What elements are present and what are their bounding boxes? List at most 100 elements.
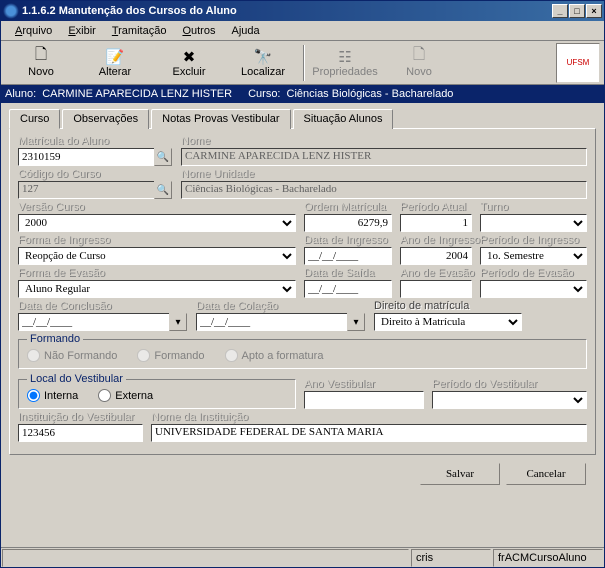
lbl-data-ingresso: Data de Ingresso	[304, 234, 392, 246]
tab-curso[interactable]: Curso	[9, 109, 60, 129]
turno-select[interactable]	[480, 214, 587, 232]
codigo-lookup-button[interactable]: 🔍	[154, 181, 172, 199]
app-window: 1.1.6.2 Manutenção dos Cursos do Aluno _…	[0, 0, 605, 568]
tab-situacao[interactable]: Situação Alunos	[293, 109, 394, 129]
lbl-periodo-vest: Período do Vestibular	[432, 378, 587, 390]
menu-ajuda[interactable]: Ajuda	[223, 23, 267, 39]
status-main	[2, 549, 409, 567]
content-area: Curso Observações Notas Provas Vestibula…	[1, 103, 604, 495]
versao-select[interactable]: 2000	[18, 214, 296, 232]
lbl-data-colacao: Data de Colação	[196, 300, 366, 312]
periodo-ingresso-select[interactable]: 1o. Semestre	[480, 247, 587, 265]
instituicao-vestibular-input[interactable]	[18, 424, 143, 442]
salvar-button[interactable]: Salvar	[420, 463, 500, 485]
lbl-nome-inst: Nome da Instituição	[151, 411, 587, 423]
window-title: 1.1.6.2 Manutenção dos Cursos do Aluno	[22, 5, 552, 17]
lbl-forma-ingresso: Forma de Ingresso	[18, 234, 296, 246]
radio-interna[interactable]: Interna	[27, 389, 78, 402]
tool-propriedades: ☷Propriedades	[309, 43, 381, 83]
titlebar: 1.1.6.2 Manutenção dos Cursos do Aluno _…	[1, 1, 604, 21]
lbl-periodo-atual: Período Atual	[400, 201, 472, 213]
data-saida-input[interactable]	[304, 280, 392, 298]
ordem-input[interactable]	[304, 214, 392, 232]
lbl-codigo: Código do Curso	[18, 168, 173, 180]
radio-formando[interactable]: Formando	[137, 349, 204, 362]
nome-readonly: CARMINE APARECIDA LENZ HISTER	[181, 148, 587, 166]
periodo-evasao-select[interactable]	[480, 280, 587, 298]
button-row: Salvar Cancelar	[9, 455, 596, 489]
info-strip: Aluno: CARMINE APARECIDA LENZ HISTER Cur…	[1, 85, 604, 103]
lbl-ano-evasao: Ano de Evasão	[400, 267, 472, 279]
edit-icon: 📝	[105, 48, 125, 66]
properties-icon: ☷	[335, 48, 355, 66]
tab-strip: Curso Observações Notas Provas Vestibula…	[9, 109, 596, 129]
toolbar: 🗋Novo 📝Alterar ✖Excluir 🔭Localizar ☷Prop…	[1, 41, 604, 85]
status-user: cris	[411, 549, 491, 567]
minimize-button[interactable]: _	[552, 4, 568, 18]
lbl-forma-evasao: Forma de Evasão	[18, 267, 296, 279]
tool-alterar[interactable]: 📝Alterar	[79, 43, 151, 83]
matricula-lookup-button[interactable]: 🔍	[154, 148, 172, 166]
data-conclusao-picker-button[interactable]: ▾	[169, 313, 187, 331]
periodo-vestibular-select[interactable]	[432, 391, 587, 409]
tab-panel-curso: Matrícula do Aluno 🔍 Nome CARMINE APAREC…	[9, 128, 596, 455]
forma-evasao-select[interactable]: Aluno Regular	[18, 280, 296, 298]
close-button[interactable]: ×	[586, 4, 602, 18]
strip-curso-label: Curso:	[248, 88, 280, 100]
tool-excluir[interactable]: ✖Excluir	[153, 43, 225, 83]
lbl-versao: Versão Curso	[18, 201, 296, 213]
menubar: Arquivo Exibir Tramitação Outros Ajuda	[1, 21, 604, 41]
lbl-direito: Direito de matrícula	[374, 300, 522, 312]
matricula-input[interactable]	[18, 148, 155, 166]
lbl-inst-vest: Instituição do Vestibular	[18, 411, 143, 423]
radio-apto[interactable]: Apto a formatura	[225, 349, 324, 362]
tab-notas[interactable]: Notas Provas Vestibular	[151, 109, 290, 129]
status-form: frACMCursoAluno	[493, 549, 603, 567]
data-ingresso-input[interactable]	[304, 247, 392, 265]
lbl-ordem: Ordem Matrícula	[304, 201, 392, 213]
data-conclusao-input[interactable]	[18, 313, 170, 331]
ufsm-logo: UFSM	[556, 43, 600, 83]
lbl-nome-unidade: Nome Unidade	[181, 168, 587, 180]
formando-group: Formando Não Formando Formando Apto a fo…	[18, 333, 587, 369]
delete-icon: ✖	[179, 48, 199, 66]
nome-instituicao-readonly: UNIVERSIDADE FEDERAL DE SANTA MARIA	[151, 424, 587, 442]
lbl-ano-vest: Ano Vestibular	[304, 378, 424, 390]
codigo-readonly: 127	[18, 181, 155, 199]
menu-tramitacao[interactable]: Tramitação	[104, 23, 175, 39]
direito-select[interactable]: Direito à Matrícula	[374, 313, 522, 331]
forma-ingresso-select[interactable]: Reopção de Curso	[18, 247, 296, 265]
tool-localizar[interactable]: 🔭Localizar	[227, 43, 299, 83]
lbl-ano-ingresso: Ano de Ingresso	[400, 234, 472, 246]
data-colacao-input[interactable]	[196, 313, 348, 331]
tool-novo[interactable]: 🗋Novo	[5, 43, 77, 83]
local-vestibular-group: Local do Vestibular Interna Externa	[18, 373, 296, 409]
lbl-periodo-ingresso: Período de Ingresso	[480, 234, 587, 246]
lbl-data-saida: Data de Saída	[304, 267, 392, 279]
legend-local-vest: Local do Vestibular	[27, 373, 126, 385]
ano-vestibular-input[interactable]	[304, 391, 424, 409]
search-icon: 🔭	[253, 48, 273, 66]
periodo-atual-input[interactable]	[400, 214, 472, 232]
radio-externa[interactable]: Externa	[98, 389, 153, 402]
lbl-matricula: Matrícula do Aluno	[18, 135, 173, 147]
menu-exibir[interactable]: Exibir	[60, 23, 104, 39]
radio-nao-formando[interactable]: Não Formando	[27, 349, 117, 362]
tool-novo2: 🗋Novo	[383, 43, 455, 83]
menu-arquivo[interactable]: Arquivo	[7, 23, 60, 39]
data-colacao-picker-button[interactable]: ▾	[347, 313, 365, 331]
ano-ingresso-input[interactable]	[400, 247, 472, 265]
lbl-turno: Turno	[480, 201, 587, 213]
cancelar-button[interactable]: Cancelar	[506, 463, 586, 485]
tab-observacoes[interactable]: Observações	[62, 109, 149, 129]
app-icon	[3, 3, 19, 19]
ano-evasao-input[interactable]	[400, 280, 472, 298]
statusbar: cris frACMCursoAluno	[1, 547, 604, 567]
menu-outros[interactable]: Outros	[174, 23, 223, 39]
lbl-nome: Nome	[181, 135, 587, 147]
nome-unidade-readonly: Ciências Biológicas - Bacharelado	[181, 181, 587, 199]
strip-curso: Ciências Biológicas - Bacharelado	[287, 88, 454, 100]
strip-aluno-label: Aluno:	[5, 88, 36, 100]
lbl-data-conclusao: Data de Conclusão	[18, 300, 188, 312]
maximize-button[interactable]: □	[569, 4, 585, 18]
